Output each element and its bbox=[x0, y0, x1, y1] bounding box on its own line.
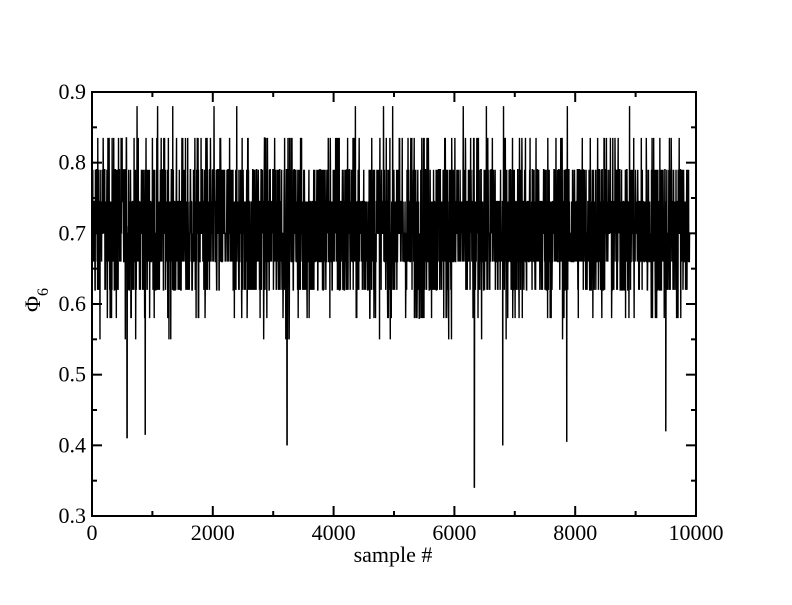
y-tick-label: 0.6 bbox=[59, 291, 87, 316]
x-axis-label: sample # bbox=[354, 542, 433, 567]
y-axis-label: Φ6 bbox=[20, 288, 52, 312]
y-tick-label: 0.3 bbox=[59, 503, 87, 528]
y-axis-label-subscript: 6 bbox=[35, 288, 52, 296]
x-tick-label: 0 bbox=[87, 520, 98, 545]
y-tick-label: 0.5 bbox=[59, 362, 87, 387]
x-axis: 0 2000 4000 6000 8000 10000 bbox=[87, 92, 724, 545]
y-axis-label-symbol: Φ bbox=[20, 296, 45, 312]
x-tick-label: 2000 bbox=[191, 520, 235, 545]
y-tick-label: 0.4 bbox=[59, 432, 87, 457]
series-line bbox=[91, 106, 691, 488]
y-tick-label: 0.8 bbox=[59, 150, 87, 175]
x-tick-label: 8000 bbox=[553, 520, 597, 545]
y-tick-label: 0.7 bbox=[59, 220, 87, 245]
x-tick-label: 10000 bbox=[669, 520, 724, 545]
y-axis: 0.3 0.4 0.5 0.6 0.7 0.8 0.9 bbox=[59, 79, 696, 528]
x-tick-label: 4000 bbox=[312, 520, 356, 545]
y-tick-label: 0.9 bbox=[59, 79, 87, 104]
x-tick-label: 6000 bbox=[432, 520, 476, 545]
series-group bbox=[91, 106, 691, 488]
